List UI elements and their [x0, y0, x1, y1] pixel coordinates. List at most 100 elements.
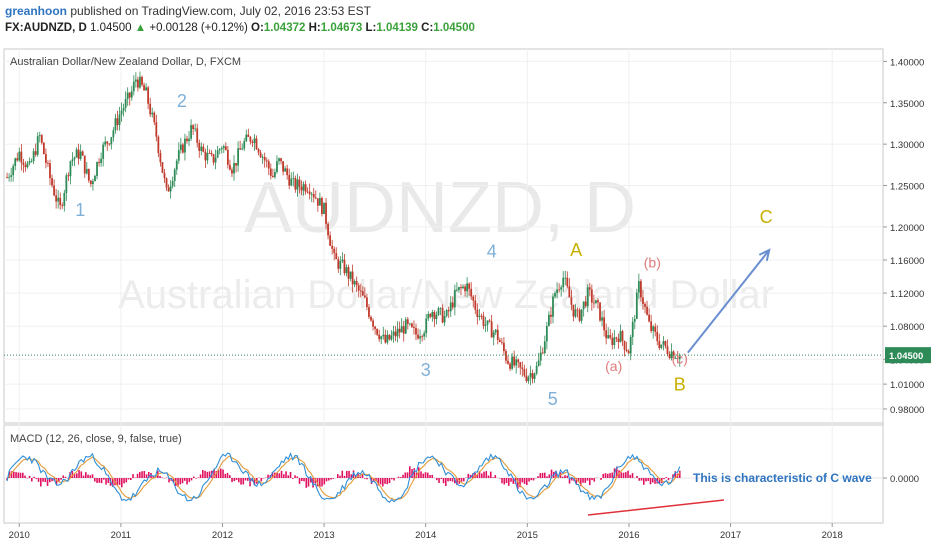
y-tick-label: 1.01000	[890, 380, 924, 391]
candle-body	[582, 301, 585, 310]
candle-body	[112, 130, 115, 138]
x-tick-label: 2012	[212, 530, 233, 541]
candle-body	[278, 158, 280, 162]
candle-body	[550, 314, 552, 317]
candle-body	[137, 79, 139, 88]
candle-body	[192, 125, 195, 130]
candle-body	[184, 138, 186, 153]
candle-body	[81, 151, 84, 156]
x-tick-label: 2015	[517, 530, 538, 541]
x-tick-label: 2014	[415, 530, 436, 541]
candle-body	[304, 184, 307, 192]
projection-arrow-head	[758, 248, 771, 262]
candle-body	[153, 112, 156, 123]
ohlc-line: FX:AUDNZD, D 1.04500 ▲ +0.00128 (+0.12%)…	[5, 22, 475, 34]
candle-body	[353, 281, 356, 285]
candle-body	[257, 149, 260, 153]
candle-body	[543, 341, 546, 354]
candle-body	[222, 146, 225, 149]
candle-body	[521, 367, 524, 370]
candle-body	[368, 307, 370, 317]
triangle-up-icon: ▲	[134, 22, 147, 34]
candle-body	[556, 289, 558, 294]
candle-body	[576, 309, 579, 311]
symbol-label[interactable]: FX:AUDNZD, D	[5, 22, 87, 34]
candle-body	[601, 317, 603, 321]
candle-body	[204, 151, 207, 161]
candle-body	[431, 312, 434, 317]
candle-body	[32, 151, 35, 162]
last-price: 1.04500	[89, 22, 132, 34]
candle-body	[216, 150, 219, 158]
candle-body	[453, 290, 456, 308]
candle-body	[574, 309, 577, 317]
candle-body	[396, 328, 399, 337]
chart-area[interactable]: AUDNZD, D Australian Dollar/New Zealand …	[0, 44, 932, 550]
macd-legend: MACD (12, 26, close, 9, false, true)	[10, 433, 182, 445]
candle-body	[92, 181, 94, 185]
candle-body	[599, 302, 601, 321]
candle-body	[186, 138, 188, 142]
candle-body	[505, 351, 507, 361]
candle-body	[351, 271, 354, 285]
candle-body	[57, 197, 60, 202]
candle-body	[570, 297, 573, 305]
candle-body	[384, 334, 387, 343]
close-label: C:	[421, 22, 434, 34]
candle-body	[378, 334, 381, 340]
candle-body	[75, 149, 78, 158]
candle-body	[226, 149, 229, 165]
candle-body	[435, 314, 438, 319]
candle-body	[631, 321, 634, 338]
candle-body	[139, 76, 141, 88]
candle-body	[535, 365, 538, 374]
candle-body	[333, 248, 336, 254]
wave-label: 3	[421, 360, 431, 380]
candle-body	[331, 245, 334, 249]
candle-body	[519, 362, 522, 368]
candle-body	[224, 146, 227, 150]
candle-body	[341, 259, 344, 262]
candle-body	[198, 142, 201, 151]
candle-body	[644, 303, 646, 307]
candle-body	[372, 320, 374, 327]
candle-body	[480, 315, 483, 317]
change-value: +0.00128 (+0.12%)	[149, 22, 248, 34]
candle-body	[611, 337, 614, 346]
candle-body	[413, 327, 415, 329]
candle-body	[411, 323, 413, 328]
candle-body	[306, 191, 309, 193]
candle-body	[648, 314, 650, 322]
wave-label: (a)	[605, 358, 622, 374]
author-link[interactable]: greanhoon	[5, 4, 67, 18]
candle-body	[558, 289, 561, 291]
candle-body	[106, 141, 109, 144]
price-candles	[6, 71, 681, 386]
wave-label: A	[570, 240, 582, 260]
candle-body	[40, 135, 43, 143]
candle-body	[145, 87, 147, 91]
candle-body	[147, 87, 150, 104]
candle-body	[190, 125, 192, 139]
candle-body	[548, 314, 550, 326]
x-tick-label: 2013	[314, 530, 335, 541]
candle-body	[664, 341, 667, 347]
candle-body	[390, 335, 393, 340]
candle-body	[423, 333, 426, 337]
candle-body	[38, 135, 41, 137]
candle-body	[286, 168, 289, 176]
candle-body	[466, 283, 469, 292]
candle-body	[61, 205, 64, 206]
candle-body	[572, 304, 575, 317]
candle-body	[69, 161, 72, 177]
candle-body	[451, 302, 454, 308]
candle-body	[433, 312, 436, 319]
candle-body	[294, 178, 297, 190]
candle-body	[382, 334, 385, 337]
candle-body	[249, 136, 252, 142]
y-tick-label: 1.35000	[890, 99, 924, 110]
candle-body	[609, 335, 612, 338]
chart-header: greanhoon published on TradingView.com, …	[0, 0, 932, 42]
candle-body	[202, 146, 205, 152]
candle-body	[241, 148, 244, 150]
